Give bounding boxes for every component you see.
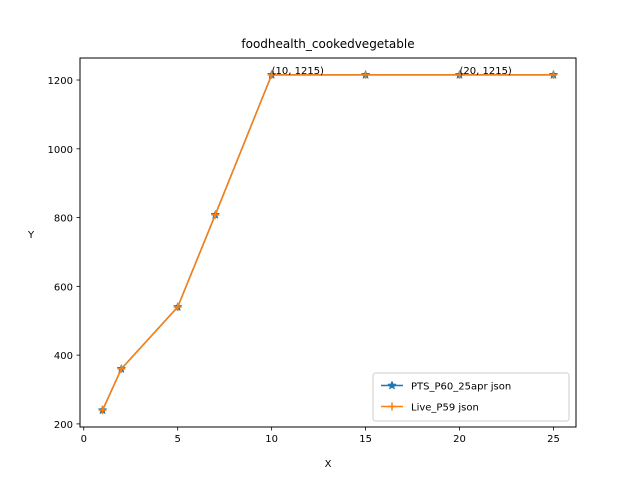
annotations: (10, 1215) (20, 1215) [272,66,512,77]
legend-label: Live_P59 json [411,403,479,414]
y-tick-label: 1200 [48,76,73,87]
y-axis-label: Y [27,230,35,241]
data-point [455,70,464,79]
data-point [211,210,220,219]
point-annotation: (10, 1215) [272,66,324,77]
series-line [101,74,554,411]
x-tick-label: 10 [265,434,278,445]
legend-marker [387,380,397,390]
legend-box [372,372,570,422]
x-tick-label: 15 [359,434,372,445]
plot-frame [79,57,577,428]
data-point [267,70,276,79]
data-point [173,302,182,311]
axis-ticks: 0 5 10 15 20 25 200 400 600 800 1000 1200 [48,76,560,445]
chart-title: foodhealth_cookedvegetable [241,37,414,51]
data-point [549,70,558,79]
data-point [98,406,107,415]
y-tick-label: 400 [54,351,73,362]
plot-area [97,69,559,415]
legend-marker [388,402,396,411]
y-tick-label: 800 [54,214,73,225]
x-tick-label: 5 [175,434,181,445]
x-tick-label: 0 [81,434,87,445]
y-tick-label: 1000 [48,145,73,156]
data-point [117,364,126,373]
x-tick-label: 25 [547,434,560,445]
data-point [361,70,370,79]
x-axis-label: X [325,459,332,470]
x-tick-label: 20 [453,434,466,445]
legend-label: PTS_P60_25apr json [411,382,511,393]
y-tick-label: 200 [54,420,73,431]
legend: PTS_P60_25apr json Live_P59 json [372,372,570,422]
series-2 [98,70,558,415]
point-annotation: (20, 1215) [460,66,512,77]
y-tick-label: 600 [54,282,73,293]
